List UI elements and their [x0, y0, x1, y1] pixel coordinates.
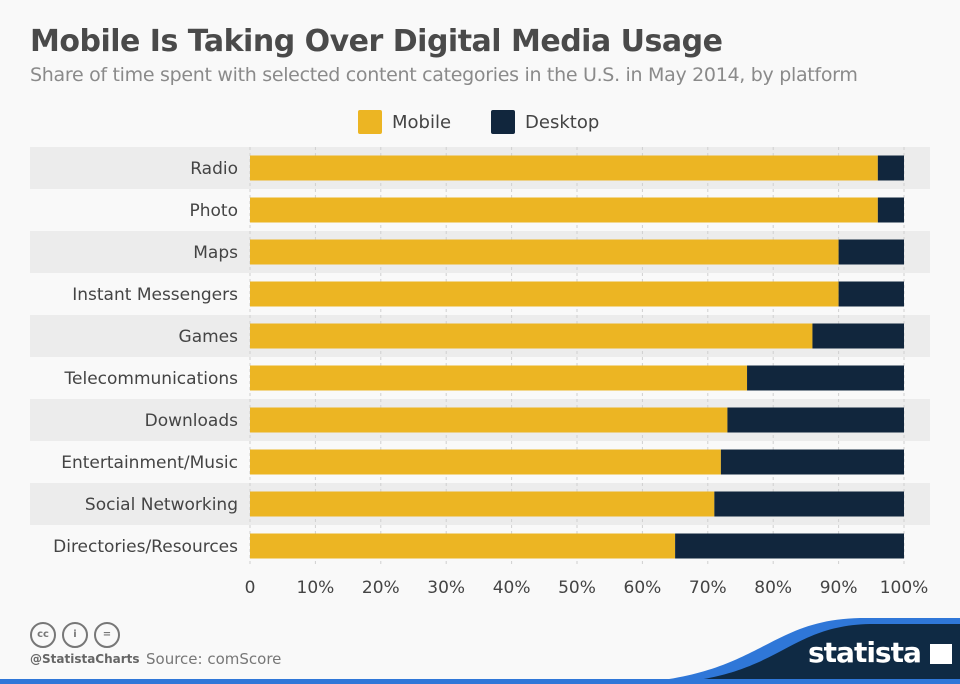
category-label: Entertainment/Music	[61, 453, 238, 473]
bar-mobile	[250, 449, 721, 475]
category-label: Photo	[190, 201, 239, 221]
category-label: Downloads	[145, 411, 239, 431]
x-tick-label: 10%	[297, 578, 335, 598]
no-derivatives-icon: =	[94, 622, 120, 648]
x-tick-label: 20%	[362, 578, 400, 598]
bar-desktop	[747, 365, 904, 391]
legend-swatch-desktop	[491, 110, 516, 134]
bar-mobile	[250, 533, 676, 559]
twitter-handle: @StatistaCharts	[30, 652, 140, 666]
chart-title: Mobile Is Taking Over Digital Media Usag…	[30, 24, 723, 59]
x-tick-label: 80%	[754, 578, 792, 598]
footer-wave	[640, 624, 960, 684]
x-tick-label: 100%	[880, 578, 929, 598]
x-tick-label: 90%	[820, 578, 858, 598]
category-label: Telecommunications	[64, 369, 239, 389]
x-tick-label: 70%	[689, 578, 727, 598]
bar-mobile	[250, 197, 878, 223]
x-tick-label: 40%	[493, 578, 531, 598]
logo-mark-icon	[929, 644, 952, 664]
statista-logo: statista	[808, 636, 952, 669]
bar-mobile	[250, 365, 748, 391]
bar-desktop	[675, 533, 904, 559]
bar-mobile	[250, 407, 728, 433]
bar-mobile	[250, 155, 878, 181]
bar-desktop	[812, 323, 904, 349]
bar-desktop	[838, 239, 904, 265]
x-tick-label: 0	[245, 578, 256, 598]
category-label: Directories/Resources	[53, 537, 238, 557]
category-label: Maps	[193, 243, 238, 263]
x-tick-label: 50%	[558, 578, 596, 598]
bar-desktop	[877, 155, 904, 181]
category-label: Games	[179, 327, 239, 347]
legend-item-desktop: Desktop	[491, 110, 599, 134]
bar-mobile	[250, 491, 715, 517]
cc-icon: cc	[30, 622, 56, 648]
legend: Mobile Desktop	[358, 110, 639, 134]
x-tick-label: 60%	[624, 578, 662, 598]
bar-desktop	[877, 197, 904, 223]
bar-desktop	[727, 407, 904, 433]
attribution-icon: i	[62, 622, 88, 648]
bar-mobile	[250, 323, 813, 349]
legend-label-mobile: Mobile	[392, 111, 452, 133]
category-label: Instant Messengers	[72, 285, 238, 305]
bar-mobile	[250, 239, 839, 265]
category-label: Radio	[190, 159, 238, 179]
footer-bar	[0, 679, 960, 684]
bar-mobile	[250, 281, 839, 307]
bar-desktop	[714, 491, 904, 517]
chart-subtitle: Share of time spent with selected conten…	[30, 64, 858, 86]
legend-label-desktop: Desktop	[525, 111, 600, 133]
bar-desktop	[838, 281, 904, 307]
license-icons: cc i =	[30, 622, 126, 648]
source-text: Source: comScore	[146, 650, 282, 668]
category-label: Social Networking	[85, 495, 238, 515]
x-tick-label: 30%	[427, 578, 465, 598]
legend-swatch-mobile	[358, 110, 382, 134]
legend-item-mobile: Mobile	[358, 110, 451, 134]
bar-desktop	[720, 449, 904, 475]
logo-text: statista	[808, 636, 922, 669]
